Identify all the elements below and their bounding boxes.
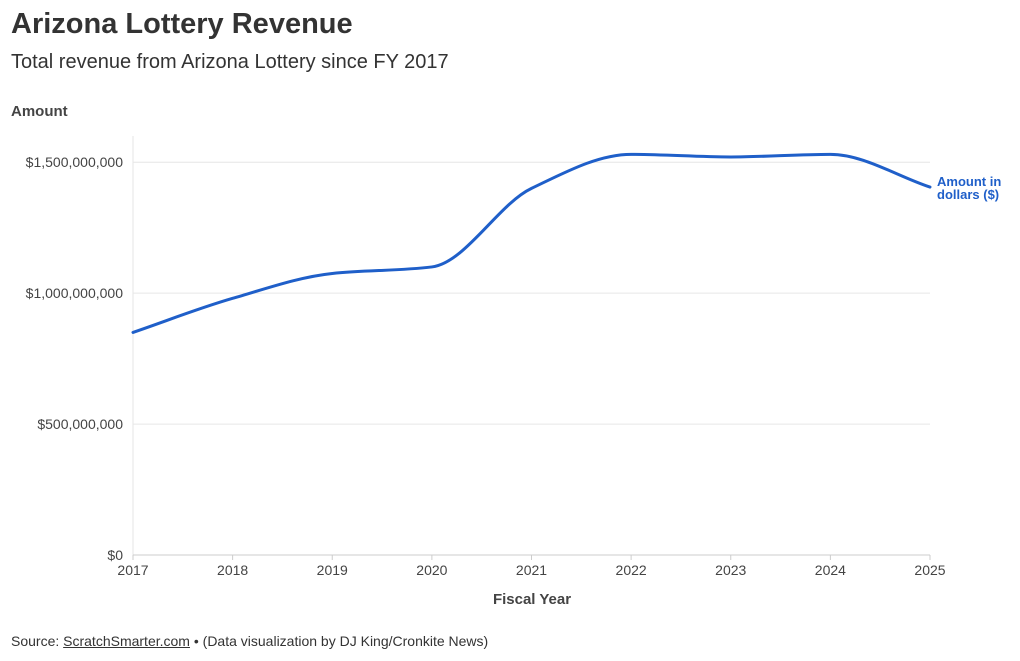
source-link[interactable]: ScratchSmarter.com xyxy=(63,633,190,649)
grid-layer xyxy=(132,136,930,555)
footer: Source: ScratchSmarter.com • (Data visua… xyxy=(11,633,488,649)
x-tick-label: 2025 xyxy=(914,562,945,578)
y-tick-label: $500,000,000 xyxy=(37,416,123,432)
line-layer xyxy=(131,152,932,334)
x-tick-label: 2022 xyxy=(616,562,647,578)
footer-credit: (Data visualization by DJ King/Cronkite … xyxy=(202,633,489,649)
series-label: Amount in dollars ($) xyxy=(937,174,1005,202)
x-tick-label: 2021 xyxy=(516,562,547,578)
chart-title: Arizona Lottery Revenue xyxy=(11,8,353,40)
y-axis-label: Amount xyxy=(11,103,68,120)
x-tick-label: 2018 xyxy=(217,562,248,578)
x-tick-label: 2017 xyxy=(117,562,148,578)
footer-bullet: • xyxy=(189,633,203,649)
x-tick-label: 2020 xyxy=(416,562,447,578)
series-label-line-1: Amount in xyxy=(937,174,1001,189)
axis-layer: $0 $500,000,000 $1,000,000,000 $1,500,000,0… xyxy=(26,154,946,578)
series-label-line-2: dollars ($) xyxy=(937,187,999,202)
x-tick-label: 2024 xyxy=(815,562,846,578)
series-line xyxy=(131,152,932,334)
x-axis-label: Fiscal Year xyxy=(493,591,571,608)
source-prefix: Source: xyxy=(11,633,64,649)
x-tick-label: 2023 xyxy=(715,562,746,578)
chart-subtitle: Total revenue from Arizona Lottery since… xyxy=(11,51,449,73)
y-tick-label: $1,500,000,000 xyxy=(26,154,124,170)
x-tick-label: 2019 xyxy=(317,562,348,578)
y-tick-label: $0 xyxy=(107,547,123,563)
y-tick-label: $1,000,000,000 xyxy=(26,285,124,301)
